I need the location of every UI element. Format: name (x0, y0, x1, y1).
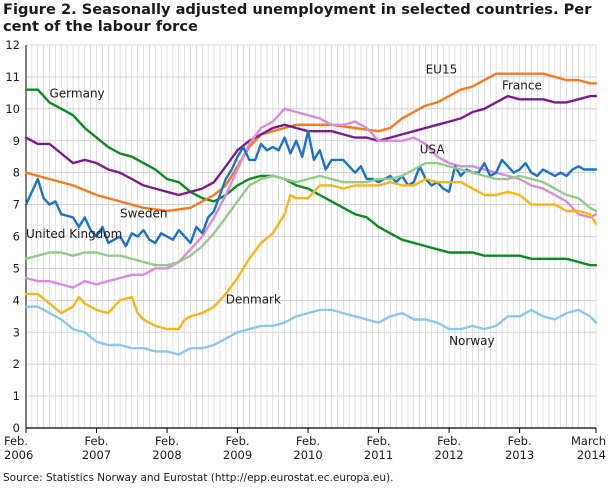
y-tick-label: 8 (13, 166, 20, 180)
series-line-eu15 (24, 72, 598, 213)
y-tick-label: 0 (13, 421, 20, 435)
y-tick-label: 2 (13, 357, 20, 371)
x-tick-label: 2007 (82, 448, 111, 462)
x-tick-label: 2009 (223, 448, 252, 462)
y-tick-label: 5 (13, 261, 20, 275)
x-tick-label: 2008 (152, 448, 181, 462)
series-line-usa (24, 107, 598, 289)
x-tick-label: Feb. (508, 434, 532, 448)
x-tick-label: Feb. (155, 434, 179, 448)
x-tick-label: Feb. (367, 434, 391, 448)
y-tick-label: 7 (13, 198, 20, 212)
series-label-germany: Germany (50, 87, 105, 101)
chart-title: Figure 2. Seasonally adjusted unemployme… (3, 1, 592, 35)
x-tick-label: March (571, 434, 606, 448)
series-line-sweden (24, 130, 598, 248)
series-label-denmark: Denmark (226, 293, 281, 307)
series-label-france: France (502, 79, 542, 93)
series-label-usa: USA (420, 143, 446, 157)
series-label-sweden: Sweden (120, 206, 167, 220)
x-tick-label: Feb. (296, 434, 320, 448)
y-tick-label: 9 (13, 134, 20, 148)
series-label-eu15: EU15 (426, 63, 458, 77)
series-label-united-kingdom: United Kingdom (26, 227, 122, 241)
x-tick-label: 2014 (577, 448, 606, 462)
x-tick-label: 2010 (293, 448, 322, 462)
x-tick-label: Feb. (226, 434, 250, 448)
x-tick-label: 2012 (434, 448, 463, 462)
series-label-norway: Norway (449, 334, 495, 348)
x-tick-label: Feb. (84, 434, 108, 448)
source-note: Source: Statistics Norway and Eurostat (… (3, 472, 394, 484)
x-tick-label: 2006 (4, 448, 33, 462)
series-labels: Germany EU15 France USA Sweden United Kingdom… (26, 63, 542, 348)
y-tick-label: 12 (5, 38, 20, 52)
y-tick-label: 1 (13, 389, 20, 403)
series-line-norway (24, 305, 598, 356)
axes (25, 45, 596, 429)
x-tick-label: Feb. (437, 434, 461, 448)
x-tick-labels: Feb.2006Feb.2007Feb.2008Feb.2009Feb.2010… (4, 428, 606, 462)
series-line-united-kingdom (24, 161, 598, 267)
x-tick-label: 2011 (364, 448, 393, 462)
y-tick-label: 10 (5, 102, 20, 116)
y-tick-label: 4 (13, 293, 20, 307)
x-tick-label: Feb. (4, 434, 28, 448)
y-tick-label: 3 (13, 325, 20, 339)
series-line-denmark (24, 177, 598, 331)
y-tick-label: 11 (5, 70, 20, 84)
series-lines (24, 72, 598, 356)
x-tick-label: 2013 (505, 448, 534, 462)
y-tick-label: 6 (13, 230, 20, 244)
